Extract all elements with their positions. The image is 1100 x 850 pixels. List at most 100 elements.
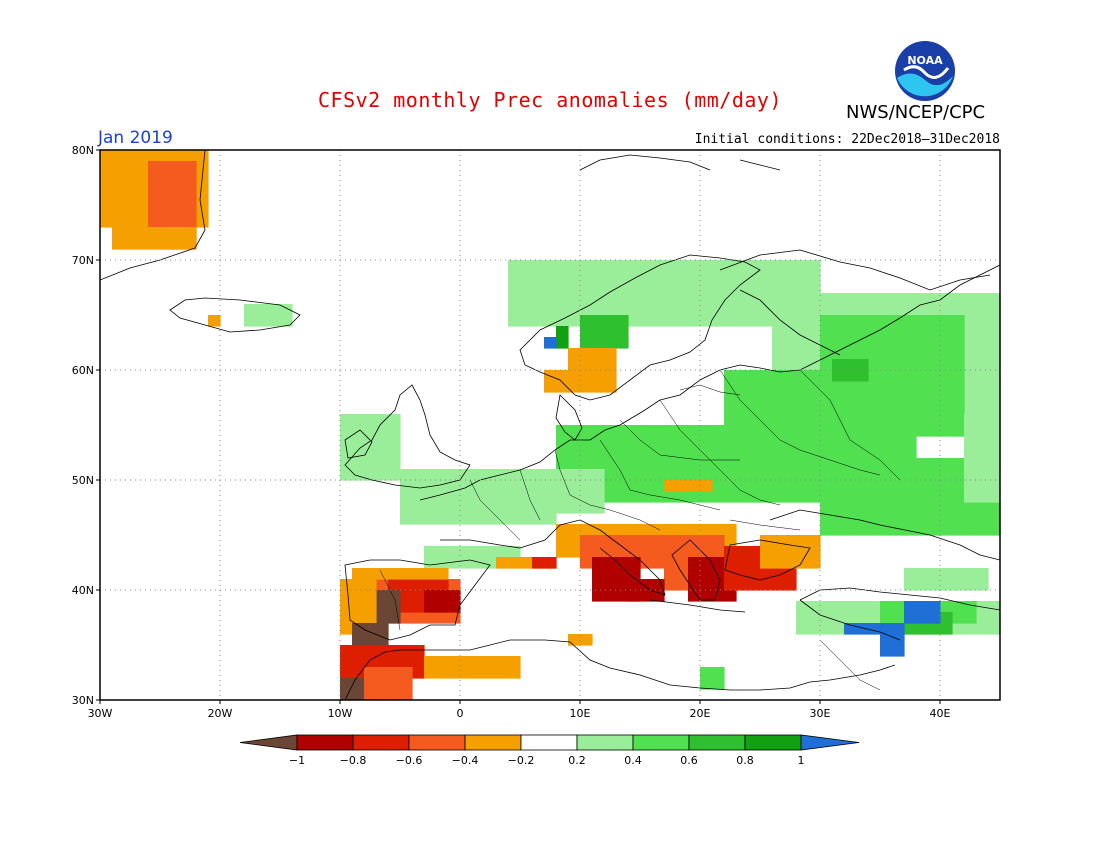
anomaly-cell (580, 634, 593, 646)
anomaly-cell (664, 491, 677, 503)
anomaly-cell (592, 469, 605, 481)
anomaly-cell (508, 260, 521, 272)
anomaly-cell (520, 271, 533, 283)
anomaly-cell (712, 568, 725, 580)
anomaly-cell (820, 458, 833, 470)
anomaly-cell (916, 623, 929, 635)
anomaly-cell (784, 535, 797, 547)
anomaly-cell (724, 579, 737, 591)
anomaly-cell (856, 348, 869, 360)
anomaly-cell (556, 326, 569, 338)
anomaly-cell (160, 183, 173, 195)
anomaly-cell (340, 678, 353, 690)
anomaly-cell (736, 557, 749, 569)
anomaly-cell (892, 337, 905, 349)
anomaly-cell (748, 381, 761, 393)
anomaly-cell (868, 491, 881, 503)
anomaly-cell (352, 436, 365, 448)
anomaly-cell (940, 381, 953, 393)
agency-label: NWS/NCEP/CPC (846, 102, 986, 123)
anomaly-cell (112, 183, 125, 195)
anomaly-cell (352, 414, 365, 426)
anomaly-cell (640, 480, 653, 492)
anomaly-cell (640, 425, 653, 437)
anomaly-cell (952, 623, 965, 635)
anomaly-cell (772, 381, 785, 393)
anomaly-cell (160, 238, 173, 250)
anomaly-cell (508, 315, 521, 327)
anomaly-cell (952, 491, 965, 503)
anomaly-cell (988, 491, 1000, 503)
anomaly-cell (460, 667, 473, 679)
anomaly-cell (496, 491, 509, 503)
anomaly-cell (532, 282, 545, 294)
anomaly-cell (436, 667, 449, 679)
anomaly-cell (592, 480, 605, 492)
anomaly-cell (928, 623, 941, 635)
anomaly-cell (580, 293, 593, 305)
anomaly-cell (412, 568, 425, 580)
anomaly-cell (736, 425, 749, 437)
anomaly-cell (808, 260, 821, 272)
anomaly-cell (640, 436, 653, 448)
anomaly-cell (436, 469, 449, 481)
anomaly-cell (820, 480, 833, 492)
anomaly-cell (580, 304, 593, 316)
anomaly-cell (988, 326, 1000, 338)
anomaly-cell (916, 601, 929, 613)
anomaly-cell (412, 656, 425, 668)
anomaly-cell (508, 502, 521, 514)
anomaly-cell (616, 326, 629, 338)
anomaly-cell (688, 293, 701, 305)
anomaly-cell (832, 425, 845, 437)
anomaly-cell (556, 535, 569, 547)
anomaly-cell (628, 436, 641, 448)
anomaly-cell (796, 381, 809, 393)
anomaly-cell (940, 326, 953, 338)
anomaly-cell (892, 392, 905, 404)
anomaly-cell (820, 337, 833, 349)
anomaly-cell (340, 689, 353, 700)
anomaly-cell (580, 535, 593, 547)
anomaly-cell (856, 403, 869, 415)
anomaly-cell (592, 337, 605, 349)
anomaly-cell (484, 557, 497, 569)
anomaly-cell (616, 425, 629, 437)
anomaly-cell (736, 447, 749, 459)
anomaly-cell (880, 634, 893, 646)
anomaly-cell (556, 304, 569, 316)
anomaly-cell (988, 304, 1000, 316)
anomaly-cell (112, 172, 125, 184)
anomaly-cell (868, 370, 881, 382)
anomaly-cell (916, 304, 929, 316)
anomaly-cell (580, 337, 593, 349)
anomaly-cell (880, 469, 893, 481)
anomaly-cell (964, 447, 977, 459)
anomaly-cell (436, 557, 449, 569)
anomaly-cell (784, 469, 797, 481)
anomaly-cell (700, 579, 713, 591)
anomaly-cell (616, 315, 629, 327)
anomaly-cell (352, 678, 365, 690)
anomaly-cell (772, 425, 785, 437)
anomaly-cell (808, 271, 821, 283)
anomaly-cell (712, 557, 725, 569)
anomaly-cell (496, 480, 509, 492)
anomaly-cell (940, 579, 953, 591)
anomaly-cell (784, 260, 797, 272)
anomaly-cell (436, 612, 449, 624)
anomaly-cell (580, 469, 593, 481)
anomaly-cell (700, 282, 713, 294)
anomaly-cell (352, 689, 365, 700)
anomaly-cell (916, 579, 929, 591)
anomaly-cell (592, 436, 605, 448)
anomaly-cell (844, 293, 857, 305)
anomaly-cell (568, 480, 581, 492)
anomaly-cell (472, 667, 485, 679)
anomaly-cell (712, 579, 725, 591)
anomaly-cell (904, 381, 917, 393)
anomaly-cell (772, 348, 785, 360)
anomaly-cell (832, 392, 845, 404)
anomaly-cell (844, 315, 857, 327)
anomaly-cell (808, 348, 821, 360)
